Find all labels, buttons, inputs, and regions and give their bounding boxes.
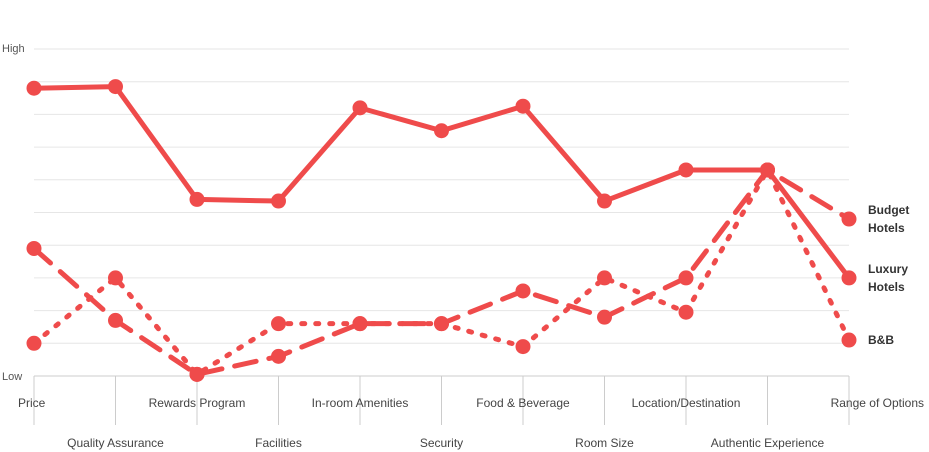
- series-label: Budget: [868, 203, 909, 217]
- series-b-b: [26, 162, 857, 382]
- data-point[interactable]: [352, 316, 368, 332]
- series-luxury-hotels: [26, 79, 857, 286]
- data-point[interactable]: [434, 316, 449, 332]
- series-label: B&B: [868, 333, 894, 347]
- y-axis-low-label: Low: [2, 371, 22, 383]
- gridlines: [34, 48, 849, 377]
- x-tick-label: Facilities: [255, 436, 302, 450]
- series-labels: Budget Hotels Luxury Hotels B&B: [868, 203, 909, 347]
- series-budget-hotels: [26, 162, 857, 382]
- data-point[interactable]: [515, 283, 531, 299]
- data-point[interactable]: [352, 100, 368, 116]
- data-point[interactable]: [841, 211, 857, 227]
- data-point[interactable]: [678, 162, 694, 178]
- data-point[interactable]: [108, 79, 123, 95]
- data-point[interactable]: [271, 193, 286, 209]
- series-label: Hotels: [868, 280, 905, 294]
- data-point[interactable]: [26, 335, 42, 351]
- x-tick-label: Security: [420, 436, 463, 450]
- data-point[interactable]: [434, 123, 449, 139]
- x-tick-label: Quality Assurance: [67, 436, 164, 450]
- x-tick-label: Authentic Experience: [711, 436, 825, 450]
- data-point[interactable]: [108, 270, 123, 286]
- data-point[interactable]: [26, 240, 42, 256]
- data-point[interactable]: [515, 98, 531, 114]
- data-point[interactable]: [26, 80, 42, 96]
- data-point[interactable]: [760, 162, 775, 178]
- data-point[interactable]: [597, 270, 612, 286]
- data-point[interactable]: [271, 316, 286, 332]
- x-axis: Price Quality Assurance Rewards Program Fac…: [18, 376, 924, 450]
- data-point[interactable]: [678, 270, 694, 286]
- x-tick-label: Location/Destination: [632, 396, 741, 410]
- data-point[interactable]: [108, 312, 123, 328]
- data-point[interactable]: [841, 270, 857, 286]
- data-point[interactable]: [515, 339, 531, 355]
- y-axis: High Low: [2, 43, 25, 383]
- data-point[interactable]: [189, 366, 205, 382]
- series-layer: [26, 79, 857, 382]
- series-line: [31, 84, 852, 281]
- data-point[interactable]: [271, 348, 286, 364]
- x-tick-label: Range of Options: [831, 396, 924, 410]
- data-point[interactable]: [597, 309, 612, 325]
- x-tick-label: In-room Amenities: [312, 396, 409, 410]
- y-axis-high-label: High: [2, 43, 25, 55]
- x-tick-label: Price: [18, 396, 46, 410]
- x-tick-label: Rewards Program: [149, 396, 246, 410]
- x-tick-label: Food & Beverage: [476, 396, 570, 410]
- data-point[interactable]: [597, 193, 612, 209]
- data-point[interactable]: [678, 304, 694, 320]
- series-label: Luxury: [868, 262, 908, 276]
- data-point[interactable]: [189, 191, 205, 207]
- series-label: Hotels: [868, 221, 905, 235]
- data-point[interactable]: [841, 332, 857, 348]
- x-tick-label: Room Size: [575, 436, 634, 450]
